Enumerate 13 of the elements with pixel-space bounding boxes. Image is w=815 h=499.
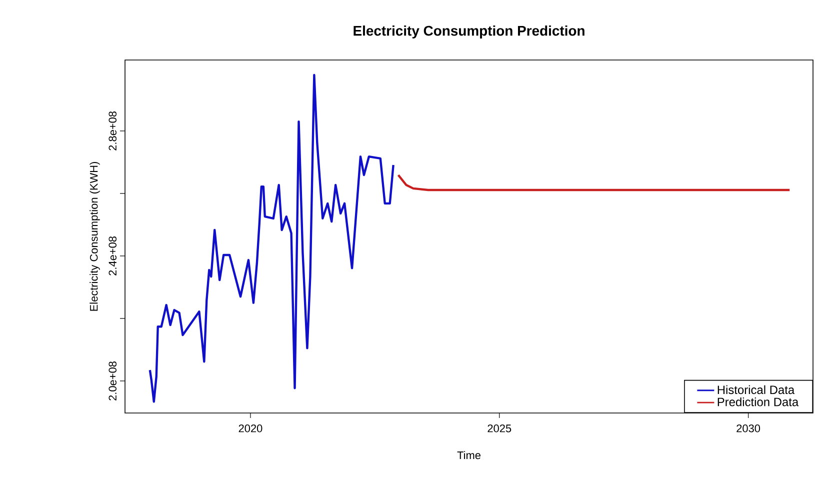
x-tick-label: 2030	[736, 424, 760, 432]
x-tick-label: 2020	[238, 424, 262, 432]
chart-title: Electricity Consumption Prediction	[354, 25, 584, 38]
line-series	[397, 174, 791, 192]
legend-label: Historical Data	[718, 385, 795, 394]
y-axis-title: Electricity Consumption (KWH)	[90, 162, 100, 311]
x-axis-title: Time	[457, 451, 480, 460]
x-tick-label: 2025	[488, 424, 512, 432]
y-tick-label: 2.4e+08	[108, 236, 116, 276]
legend-label: Prediction Data	[718, 397, 799, 406]
y-tick-label: 2.8e+08	[108, 111, 116, 150]
y-tick-label: 2.0e+08	[108, 362, 116, 400]
line-series	[148, 74, 394, 403]
